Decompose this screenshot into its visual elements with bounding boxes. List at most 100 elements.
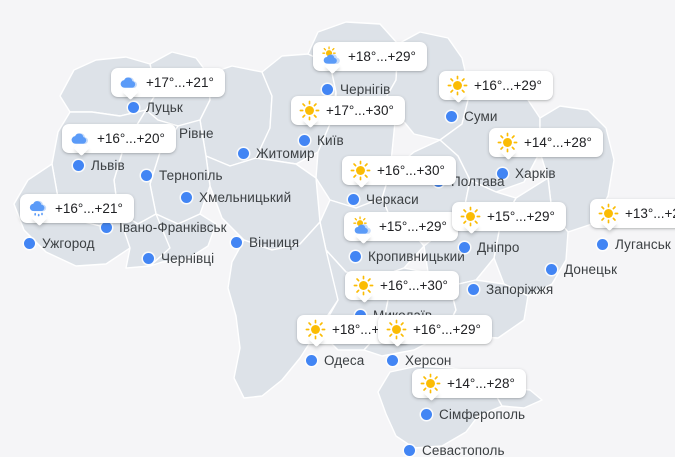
weather-tooltip-dnipro[interactable]: +15°...+29° bbox=[452, 202, 566, 231]
sun-icon bbox=[386, 319, 407, 340]
city-dot-icon bbox=[348, 194, 359, 206]
weather-tooltip-luhansk[interactable]: +13°...+26° bbox=[590, 199, 675, 228]
cloud-icon bbox=[70, 128, 91, 149]
city-label: Вінниця bbox=[249, 235, 300, 250]
city-dot-icon bbox=[181, 192, 192, 204]
temperature-range: +17°...+30° bbox=[326, 102, 394, 118]
weather-tooltip-sumy[interactable]: +16°...+29° bbox=[439, 71, 553, 100]
city-label: Чернігів bbox=[340, 82, 391, 97]
city-dot-icon bbox=[101, 222, 112, 234]
temperature-range: +13°...+26° bbox=[625, 205, 675, 221]
city-label: Івано-Франківськ bbox=[119, 220, 227, 235]
weather-tooltip-kharkiv[interactable]: +14°...+28° bbox=[489, 128, 603, 157]
city-marker-chernivtsi[interactable]: Чернівці bbox=[143, 252, 214, 266]
city-marker-vinnytsia[interactable]: Вінниця bbox=[231, 236, 299, 250]
city-label: Полтава bbox=[451, 174, 505, 189]
city-dot-icon bbox=[446, 111, 457, 123]
temperature-range: +18°...+29° bbox=[348, 48, 416, 64]
temperature-range: +15°...+29° bbox=[379, 218, 447, 234]
city-marker-sevastopol[interactable]: Севастополь bbox=[404, 444, 505, 457]
temperature-range: +16°...+29° bbox=[413, 321, 481, 337]
city-label: Сімферополь bbox=[439, 407, 526, 422]
sun-cloud-icon bbox=[321, 46, 342, 67]
city-label: Ужгород bbox=[42, 236, 95, 251]
city-marker-kherson[interactable]: Херсон bbox=[387, 354, 452, 368]
city-label: Київ bbox=[317, 133, 344, 148]
city-marker-lutsk[interactable]: Луцьк bbox=[128, 101, 183, 115]
city-marker-luhansk[interactable]: Луганськ bbox=[597, 238, 671, 252]
city-marker-khmelnytskyi[interactable]: Хмельницький bbox=[181, 191, 291, 205]
city-label: Чернівці bbox=[161, 251, 215, 266]
sun-icon bbox=[447, 75, 468, 96]
city-dot-icon bbox=[73, 160, 84, 172]
city-label: Кропивницький bbox=[368, 249, 465, 264]
city-label: Харків bbox=[515, 166, 556, 181]
city-dot-icon bbox=[497, 168, 508, 180]
city-marker-ternopil[interactable]: Тернопіль bbox=[141, 169, 223, 183]
city-marker-simferopol[interactable]: Сімферополь bbox=[421, 408, 525, 422]
city-dot-icon bbox=[141, 170, 152, 182]
city-label: Одеса bbox=[324, 353, 365, 368]
city-dot-icon bbox=[468, 284, 479, 296]
city-marker-zhytomyr[interactable]: Житомир bbox=[238, 147, 315, 161]
weather-tooltip-mykolaiv[interactable]: +16°...+30° bbox=[345, 271, 459, 300]
city-label: Донецьк bbox=[564, 262, 618, 277]
city-marker-zaporizhzhia[interactable]: Запоріжжя bbox=[468, 283, 553, 297]
temperature-range: +16°...+30° bbox=[377, 162, 445, 178]
weather-tooltip-kherson[interactable]: +16°...+29° bbox=[378, 315, 492, 344]
city-marker-lviv[interactable]: Львів bbox=[73, 159, 125, 173]
weather-tooltip-chernihiv[interactable]: +18°...+29° bbox=[313, 42, 427, 71]
city-label: Луганськ bbox=[615, 237, 671, 252]
city-marker-cherkasy[interactable]: Черкаси bbox=[348, 193, 419, 207]
weather-tooltip-poltava[interactable]: +16°...+30° bbox=[342, 156, 456, 185]
city-dot-icon bbox=[231, 237, 242, 249]
temperature-range: +16°...+21° bbox=[55, 200, 123, 216]
city-marker-kharkiv[interactable]: Харків bbox=[497, 167, 556, 181]
sun-icon bbox=[299, 100, 320, 121]
weather-tooltip-lviv[interactable]: +16°...+20° bbox=[62, 124, 176, 153]
city-dot-icon bbox=[128, 102, 139, 114]
city-dot-icon bbox=[387, 355, 398, 367]
city-marker-kropyvnytskyi[interactable]: Кропивницький bbox=[350, 250, 465, 264]
city-dot-icon bbox=[238, 148, 249, 160]
city-label: Львів bbox=[91, 158, 125, 173]
sun-icon bbox=[598, 203, 619, 224]
sun-icon bbox=[350, 160, 371, 181]
temperature-range: +14°...+28° bbox=[447, 375, 515, 391]
city-label: Житомир bbox=[256, 146, 315, 161]
city-label: Рівне bbox=[179, 126, 214, 141]
city-marker-donetsk[interactable]: Донецьк bbox=[546, 263, 617, 277]
city-marker-uzhhorod[interactable]: Ужгород bbox=[24, 237, 95, 251]
city-marker-kyiv[interactable]: Київ bbox=[299, 134, 344, 148]
city-marker-ivano-frankivsk[interactable]: Івано-Франківськ bbox=[101, 221, 227, 235]
sun-icon bbox=[420, 373, 441, 394]
city-marker-sumy[interactable]: Суми bbox=[446, 110, 498, 124]
city-dot-icon bbox=[322, 84, 333, 96]
weather-tooltip-lutsk[interactable]: +17°...+21° bbox=[111, 68, 225, 97]
city-label: Дніпро bbox=[477, 240, 520, 255]
city-marker-odesa[interactable]: Одеса bbox=[306, 354, 364, 368]
city-dot-icon bbox=[546, 264, 557, 276]
cloud-icon bbox=[119, 72, 140, 93]
city-marker-chernihiv[interactable]: Чернігів bbox=[322, 83, 390, 97]
weather-tooltip-kropyvnytskyi[interactable]: +15°...+29° bbox=[344, 212, 458, 241]
city-label: Херсон bbox=[405, 353, 452, 368]
weather-tooltip-simferopol[interactable]: +14°...+28° bbox=[412, 369, 526, 398]
sun-icon bbox=[460, 206, 481, 227]
sun-cloud-icon bbox=[352, 216, 373, 237]
temperature-range: +15°...+29° bbox=[487, 208, 555, 224]
city-dot-icon bbox=[24, 238, 35, 250]
temperature-range: +16°...+20° bbox=[97, 130, 165, 146]
city-label: Тернопіль bbox=[159, 168, 223, 183]
city-label: Суми bbox=[464, 109, 498, 124]
city-dot-icon bbox=[143, 253, 154, 265]
city-marker-dnipro[interactable]: Дніпро bbox=[459, 241, 520, 255]
city-label: Севастополь bbox=[422, 443, 505, 457]
weather-tooltip-ivano-frankivsk[interactable]: +16°...+21° bbox=[20, 194, 134, 223]
weather-tooltip-kyiv[interactable]: +17°...+30° bbox=[291, 96, 405, 125]
city-dot-icon bbox=[306, 355, 317, 367]
rain-icon bbox=[28, 198, 49, 219]
